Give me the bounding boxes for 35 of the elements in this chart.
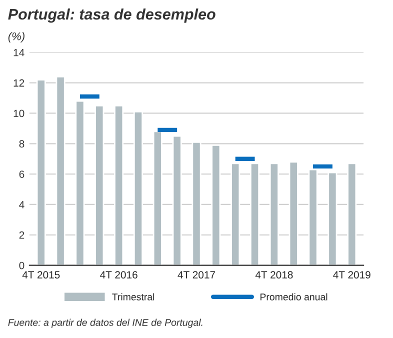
x-tick-label: 4T 2017 xyxy=(178,271,215,279)
bar xyxy=(56,76,66,266)
bar xyxy=(230,162,240,266)
legend-label: Trimestral xyxy=(112,293,154,300)
y-tick-label: 2 xyxy=(19,231,24,239)
y-tick-label: 0 xyxy=(19,262,24,270)
y-tick-label: 14 xyxy=(14,49,24,56)
bar xyxy=(114,104,124,266)
bar xyxy=(269,162,279,266)
y-tick-label: 6 xyxy=(19,170,24,178)
source-note: Fuente: a partir de datos del INE de Portugal. xyxy=(8,318,202,328)
bar xyxy=(172,135,182,266)
bar xyxy=(133,111,144,266)
bar xyxy=(250,162,260,266)
bar xyxy=(288,161,298,266)
y-tick-label: 8 xyxy=(19,140,24,148)
bar xyxy=(308,168,318,266)
y-tick-label: 12 xyxy=(14,79,24,87)
y-tick-label: 10 xyxy=(14,110,24,118)
bar xyxy=(347,162,357,266)
bar xyxy=(36,79,46,266)
bar xyxy=(94,104,104,266)
bar xyxy=(211,144,221,266)
chart-subtitle: (%) xyxy=(8,32,24,42)
x-tick-label: 4T 2019 xyxy=(333,271,370,279)
bar xyxy=(328,172,338,266)
x-tick-label: 4T 2018 xyxy=(255,271,293,279)
x-tick-label: 4T 2016 xyxy=(100,271,138,279)
x-tick-label: 4T 2015 xyxy=(22,271,60,279)
bar xyxy=(192,141,202,266)
chart-title: Portugal: tasa de desempleo xyxy=(8,8,216,23)
bar xyxy=(75,100,85,266)
y-tick-label: 4 xyxy=(19,201,24,208)
bar xyxy=(152,130,162,266)
legend-label: Promedio anual xyxy=(260,293,328,300)
